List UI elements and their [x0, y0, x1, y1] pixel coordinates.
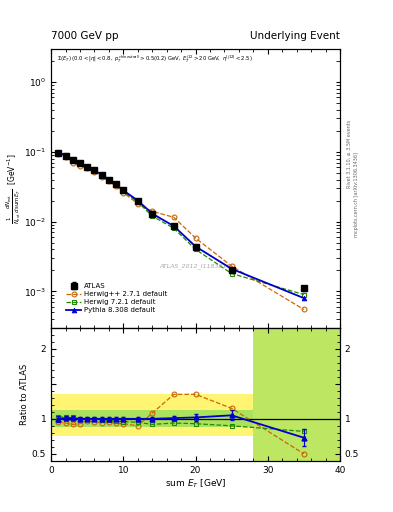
- Pythia 8.308 default: [99, 172, 104, 178]
- Herwig++ 2.7.1 default: [92, 168, 97, 175]
- Herwig++ 2.7.1 default: [301, 306, 306, 312]
- Herwig 7.2.1 default: [78, 160, 83, 166]
- Pythia 8.308 default: [114, 181, 118, 187]
- Herwig++ 2.7.1 default: [56, 151, 61, 157]
- Herwig 7.2.1 default: [92, 167, 97, 174]
- Herwig++ 2.7.1 default: [78, 163, 83, 169]
- Herwig++ 2.7.1 default: [171, 214, 176, 220]
- Pythia 8.308 default: [193, 243, 198, 249]
- Pythia 8.308 default: [136, 198, 140, 204]
- Legend: ATLAS, Herwig++ 2.7.1 default, Herwig 7.2.1 default, Pythia 8.308 default: ATLAS, Herwig++ 2.7.1 default, Herwig 7.…: [63, 280, 170, 316]
- Y-axis label: Ratio to ATLAS: Ratio to ATLAS: [20, 364, 29, 425]
- Herwig++ 2.7.1 default: [150, 208, 154, 215]
- Pythia 8.308 default: [150, 210, 154, 217]
- Pythia 8.308 default: [301, 295, 306, 301]
- Herwig 7.2.1 default: [301, 291, 306, 297]
- Herwig 7.2.1 default: [229, 270, 234, 276]
- Y-axis label: $\frac{1}{N_{\rm evt}}\frac{dN_{\rm evt}}{d\,{\rm sum}\,E_T}$  [GeV$^{-1}$]: $\frac{1}{N_{\rm evt}}\frac{dN_{\rm evt}…: [4, 153, 22, 224]
- Herwig 7.2.1 default: [56, 148, 61, 155]
- Herwig++ 2.7.1 default: [99, 174, 104, 180]
- Bar: [253, 328, 340, 461]
- Pythia 8.308 default: [56, 150, 61, 156]
- Text: ATLAS_2012_I1183818: ATLAS_2012_I1183818: [160, 264, 231, 269]
- Herwig++ 2.7.1 default: [229, 263, 234, 269]
- Pythia 8.308 default: [70, 157, 75, 163]
- Herwig 7.2.1 default: [99, 172, 104, 178]
- Text: Underlying Event: Underlying Event: [250, 31, 340, 41]
- Pythia 8.308 default: [171, 223, 176, 229]
- Bar: [253, 328, 340, 461]
- Bar: [51, 411, 253, 427]
- Text: mcplots.cern.ch [arXiv:1306.3436]: mcplots.cern.ch [arXiv:1306.3436]: [354, 152, 359, 237]
- X-axis label: sum $E_T$ [GeV]: sum $E_T$ [GeV]: [165, 477, 226, 490]
- Herwig 7.2.1 default: [150, 213, 154, 219]
- Herwig++ 2.7.1 default: [107, 178, 111, 184]
- Line: Pythia 8.308 default: Pythia 8.308 default: [56, 150, 306, 301]
- Pythia 8.308 default: [85, 164, 90, 170]
- Herwig 7.2.1 default: [193, 246, 198, 252]
- Herwig++ 2.7.1 default: [121, 189, 126, 196]
- Herwig 7.2.1 default: [63, 152, 68, 158]
- Herwig 7.2.1 default: [114, 182, 118, 188]
- Pythia 8.308 default: [63, 152, 68, 158]
- Line: Herwig 7.2.1 default: Herwig 7.2.1 default: [56, 150, 306, 297]
- Text: 7000 GeV pp: 7000 GeV pp: [51, 31, 119, 41]
- Herwig++ 2.7.1 default: [85, 165, 90, 172]
- Line: Herwig++ 2.7.1 default: Herwig++ 2.7.1 default: [56, 152, 306, 312]
- Bar: [51, 394, 253, 436]
- Herwig 7.2.1 default: [121, 188, 126, 195]
- Pythia 8.308 default: [121, 187, 126, 194]
- Herwig++ 2.7.1 default: [63, 154, 68, 160]
- Pythia 8.308 default: [107, 177, 111, 183]
- Herwig++ 2.7.1 default: [193, 235, 198, 241]
- Herwig++ 2.7.1 default: [114, 183, 118, 189]
- Herwig 7.2.1 default: [171, 225, 176, 231]
- Herwig++ 2.7.1 default: [70, 159, 75, 165]
- Text: Rivet 3.1.10, ≥ 3.5M events: Rivet 3.1.10, ≥ 3.5M events: [347, 119, 352, 188]
- Pythia 8.308 default: [229, 266, 234, 272]
- Herwig 7.2.1 default: [107, 177, 111, 183]
- Text: $\Sigma(E_T)\ (0.0 < |\eta| < 0.8,\ p_T^{ch(neutral)} > 0.5(0.2)\ \mathrm{GeV},\: $\Sigma(E_T)\ (0.0 < |\eta| < 0.8,\ p_T^…: [57, 53, 253, 63]
- Pythia 8.308 default: [78, 160, 83, 166]
- Herwig 7.2.1 default: [70, 156, 75, 162]
- Herwig 7.2.1 default: [85, 164, 90, 170]
- Herwig++ 2.7.1 default: [136, 201, 140, 207]
- Pythia 8.308 default: [92, 167, 97, 174]
- Herwig 7.2.1 default: [136, 199, 140, 205]
